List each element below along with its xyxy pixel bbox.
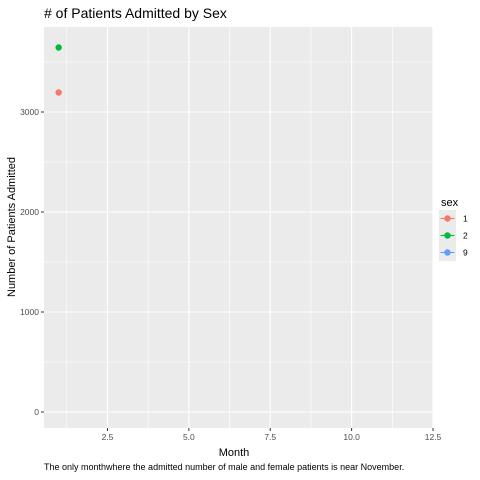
caption: The only monthwhere the admitted number … [44,462,404,472]
legend-title: sex [441,197,459,209]
legend-key-point [444,249,451,256]
x-axis-title: Month [219,447,250,459]
x-tick-label: 2.5 [102,432,114,442]
chart-title: # of Patients Admitted by Sex [44,5,227,21]
legend-key-point [444,232,451,239]
y-tick-label: 0 [34,407,39,417]
y-tick-label: 2000 [20,207,39,217]
x-tick-label: 7.5 [264,432,276,442]
major-gridlines [44,27,434,428]
y-tick-label: 3000 [20,107,39,117]
x-tick-label: 12.5 [425,432,442,442]
y-axis-ticks: 0 1000 2000 3000 [20,107,44,417]
legend-key-point [444,215,451,222]
legend-label: 9 [463,248,468,258]
x-axis-ticks: 2.5 5.0 7.5 10.0 12.5 [102,428,442,442]
legend-label: 1 [463,214,468,224]
legend: sex 1 2 9 [439,197,468,261]
data-points [55,44,62,96]
data-point-sex-2 [55,44,62,51]
legend-label: 2 [463,231,468,241]
data-point-sex-1 [55,89,62,96]
plot-panel [44,27,433,428]
y-axis-title: Number of Patients Admitted [6,157,18,297]
minor-gridlines [44,27,433,428]
y-tick-label: 1000 [20,307,39,317]
x-tick-label: 10.0 [343,432,360,442]
x-tick-label: 5.0 [183,432,195,442]
